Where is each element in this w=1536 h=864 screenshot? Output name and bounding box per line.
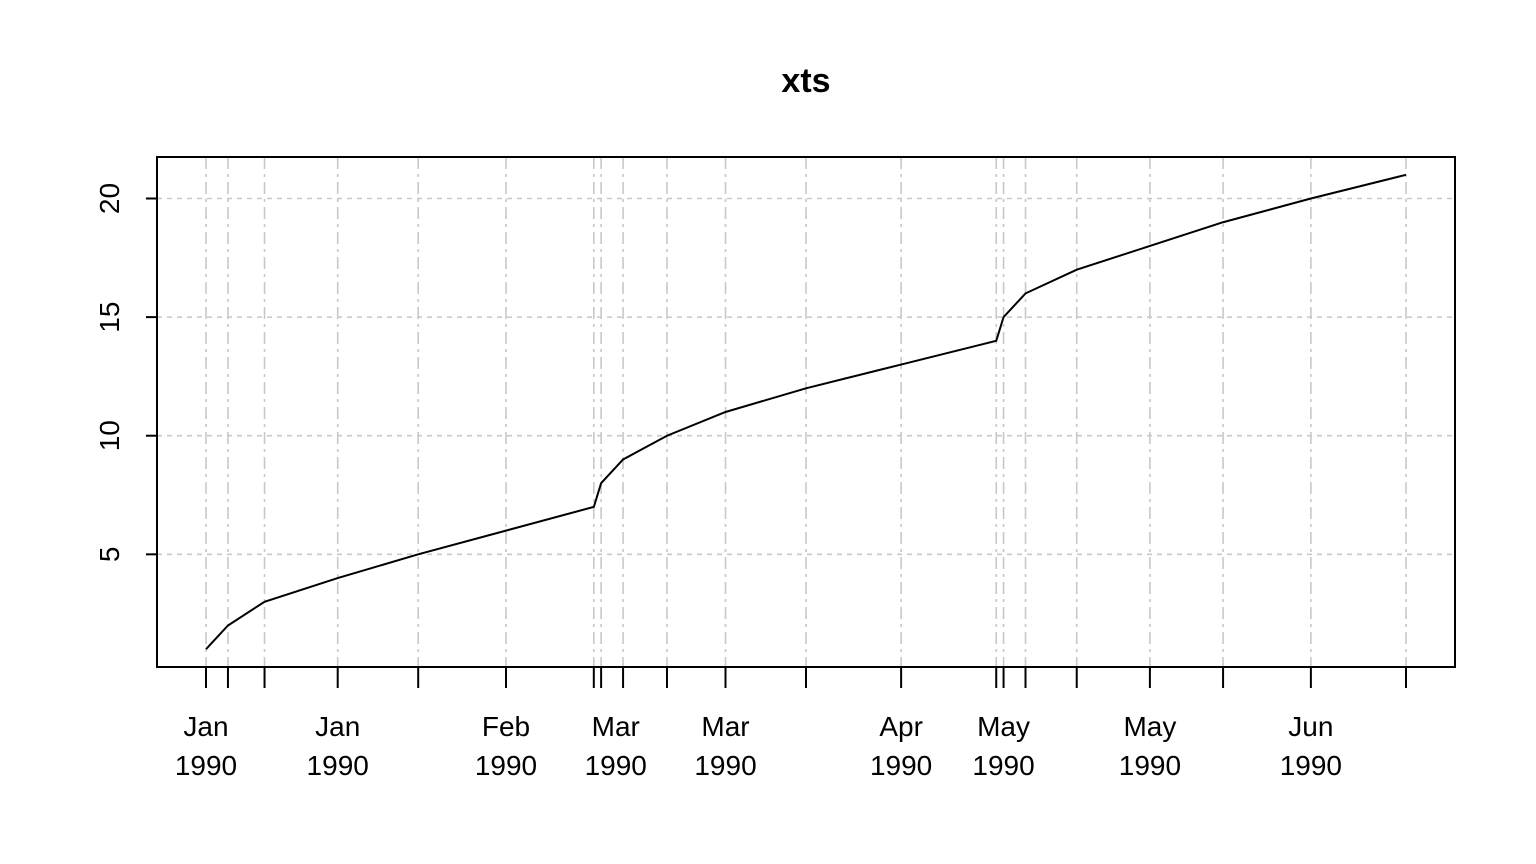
x-tick-label-year: 1990	[585, 750, 647, 781]
x-tick-label-year: 1990	[1119, 750, 1181, 781]
x-axis: Jan 1990 Jan 1990 Feb 1990 Mar 1990 Mar 1990 Apr 19…	[175, 667, 1407, 781]
y-tick-label: 20	[94, 183, 125, 214]
y-tick-label: 10	[94, 420, 125, 451]
x-tick-label-year: 1990	[694, 750, 756, 781]
x-tick-label-month: Feb	[482, 711, 530, 742]
x-tick-label-year: 1990	[175, 750, 237, 781]
x-tick-label-month: Jun	[1288, 711, 1333, 742]
x-tick-label-year: 1990	[475, 750, 537, 781]
y-axis: 5 10 15 20	[94, 183, 157, 562]
grid	[157, 157, 1455, 667]
x-tick-label-month: Apr	[879, 711, 923, 742]
y-tick-label: 5	[94, 547, 125, 563]
chart-title: xts	[781, 62, 830, 100]
x-tick-label-month: Mar	[592, 711, 640, 742]
x-tick-label-month: Mar	[701, 711, 749, 742]
x-tick-label-year: 1990	[1280, 750, 1342, 781]
x-tick-label-year: 1990	[972, 750, 1034, 781]
x-tick-label-month: Jan	[183, 711, 228, 742]
x-tick-label-month: May	[977, 711, 1030, 742]
series-line	[205, 173, 1407, 650]
x-tick-label-month: Jan	[315, 711, 360, 742]
x-tick-label-year: 1990	[307, 750, 369, 781]
x-tick-label-year: 1990	[870, 750, 932, 781]
series-layer	[205, 173, 1407, 650]
x-tick-label-month: May	[1123, 711, 1176, 742]
y-tick-label: 15	[94, 302, 125, 333]
